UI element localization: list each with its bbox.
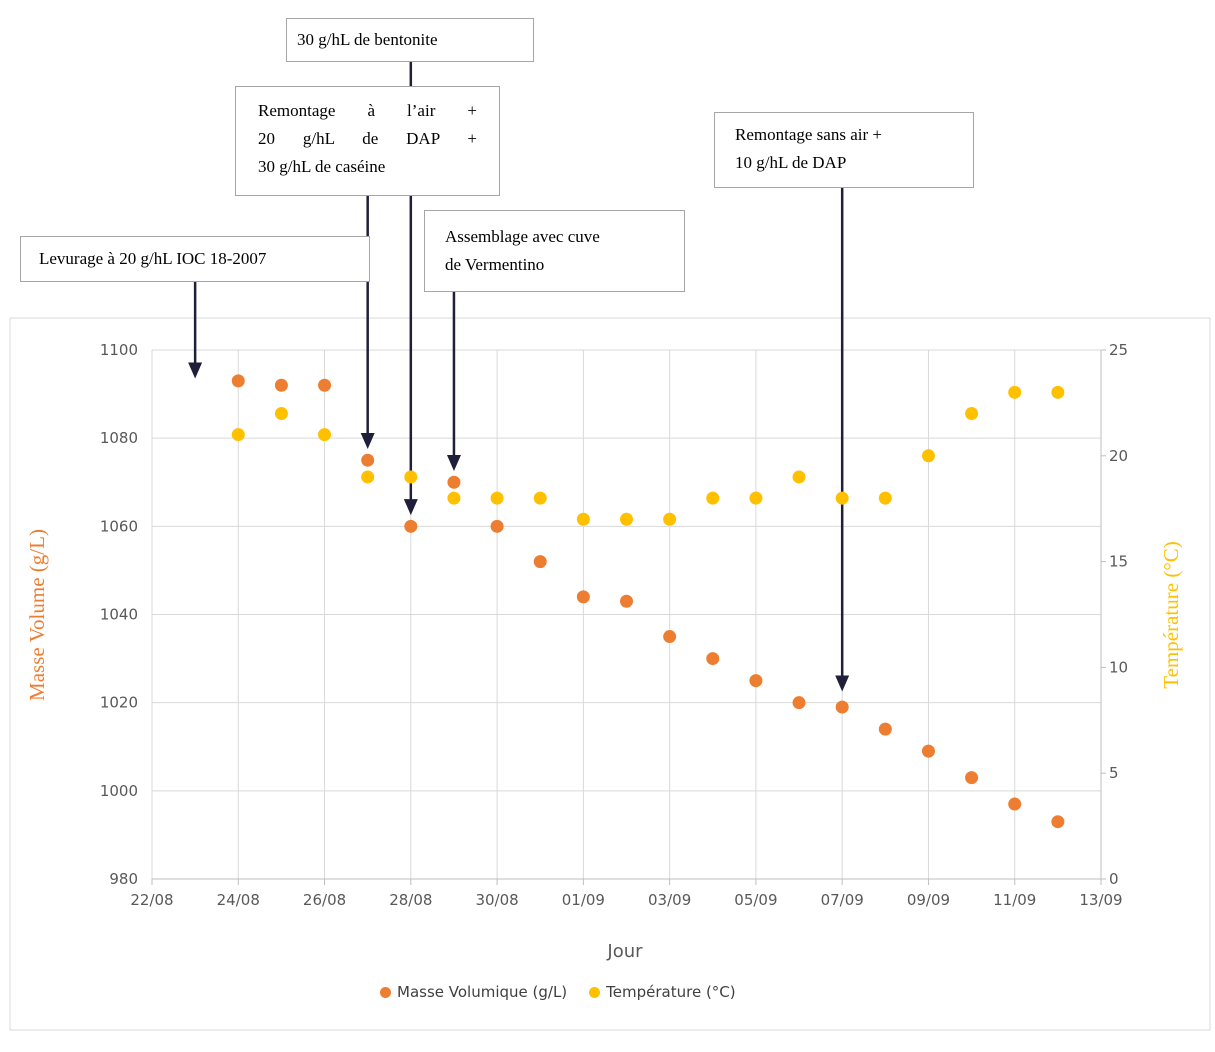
data-point-temperature xyxy=(318,428,332,442)
annotation-arrow-head xyxy=(835,675,850,692)
data-point-temperature xyxy=(663,512,677,526)
chart-area-border xyxy=(9,317,1211,1031)
y-tick-label: 1080 xyxy=(100,429,138,447)
data-point-temperature xyxy=(274,406,288,420)
y-tick-label: 1020 xyxy=(100,694,138,712)
legend-marker-density xyxy=(380,986,391,998)
annotation-line: Remontage sans air + xyxy=(735,125,882,144)
data-point-temperature xyxy=(921,449,935,463)
data-point-density xyxy=(318,378,332,392)
annotation-levurage: Levurage à 20 g/hL IOC 18-2007 xyxy=(20,236,370,282)
annotation-remontage-air: Remontage à l’air + 20 g/hL de DAP + 30 … xyxy=(235,86,500,196)
data-point-density xyxy=(835,700,849,714)
y2-tick-label: 20 xyxy=(1109,447,1128,465)
data-point-density xyxy=(878,722,892,736)
y2-tick-label: 0 xyxy=(1109,870,1119,888)
annotation-arrow-head xyxy=(188,362,203,379)
data-point-density xyxy=(576,590,590,604)
annotation-line: Levurage à 20 g/hL IOC 18-2007 xyxy=(39,249,267,268)
y2-tick-label: 5 xyxy=(1109,764,1119,782)
legend-item-temperature: Température (°C) xyxy=(589,983,736,1001)
y-tick-label: 980 xyxy=(109,870,138,888)
y-tick-label: 1040 xyxy=(100,606,138,624)
y-axis-title: Masse Volume (g/L) xyxy=(25,529,49,701)
legend-label-temperature: Température (°C) xyxy=(606,983,736,1001)
y2-axis-title: Température (°C) xyxy=(1159,541,1183,688)
annotation-assemblage: Assemblage avec cuve de Vermentino xyxy=(424,210,685,292)
annotation-arrow-head xyxy=(446,455,461,472)
annotation-bentonite: 30 g/hL de bentonite xyxy=(286,18,534,62)
annotation-line: de Vermentino xyxy=(445,255,545,274)
y2-tick-label: 25 xyxy=(1109,341,1128,359)
annotation-line: 30 g/hL de bentonite xyxy=(297,30,438,49)
data-point-temperature xyxy=(404,470,418,484)
data-points xyxy=(231,374,1065,829)
annotation-line: Remontage à l’air + xyxy=(258,101,477,120)
y-tick-label: 1000 xyxy=(100,782,138,800)
annotation-arrow-head xyxy=(360,432,375,449)
legend-item-density: Masse Volumique (g/L) xyxy=(380,983,567,1001)
data-point-density xyxy=(1051,815,1065,829)
y2-tick-label: 15 xyxy=(1109,553,1128,571)
data-point-temperature xyxy=(749,491,763,505)
data-point-density xyxy=(792,696,806,710)
annotation-line: 10 g/hL de DAP xyxy=(735,153,847,172)
x-tick-label: 24/08 xyxy=(217,891,260,909)
data-point-density xyxy=(274,378,288,392)
x-tick-label: 26/08 xyxy=(303,891,346,909)
x-tick-label: 13/09 xyxy=(1079,891,1122,909)
data-point-temperature xyxy=(965,406,979,420)
data-point-density xyxy=(663,630,677,644)
data-point-temperature xyxy=(620,512,633,526)
data-point-density xyxy=(404,519,418,533)
annotation-arrow-head xyxy=(403,499,418,516)
data-point-density xyxy=(447,475,461,489)
data-point-temperature xyxy=(706,491,720,505)
data-point-temperature xyxy=(447,491,461,505)
data-point-density xyxy=(965,771,979,785)
data-point-density xyxy=(490,519,504,533)
data-point-density xyxy=(1008,797,1022,811)
x-tick-label: 28/08 xyxy=(389,891,432,909)
legend-label-density: Masse Volumique (g/L) xyxy=(397,983,568,1001)
x-tick-label: 22/08 xyxy=(130,891,173,909)
axis-ticks: 980 1000 1020 1040 1060 1080 1100 0 5 10 15 20 25 22/… xyxy=(100,341,1128,909)
data-point-temperature xyxy=(576,512,590,526)
data-point-temperature xyxy=(1051,385,1065,399)
annotation-line: 30 g/hL de caséine xyxy=(258,157,386,176)
data-point-density xyxy=(533,555,547,569)
annotation-remontage-sans-air: Remontage sans air + 10 g/hL de DAP xyxy=(714,112,974,188)
y-tick-label: 1060 xyxy=(100,517,138,535)
data-point-density xyxy=(620,594,633,608)
y-tick-label: 1100 xyxy=(100,341,138,359)
x-tick-label: 01/09 xyxy=(562,891,605,909)
data-point-density xyxy=(361,453,375,467)
x-tick-label: 30/08 xyxy=(475,891,518,909)
chart-legend: Masse Volumique (g/L) Température (°C) xyxy=(380,980,840,1004)
x-tick-label: 07/09 xyxy=(821,891,864,909)
data-point-temperature xyxy=(792,470,806,484)
data-point-temperature xyxy=(361,470,375,484)
data-point-temperature xyxy=(1008,385,1022,399)
data-point-temperature xyxy=(490,491,504,505)
gridlines xyxy=(151,349,1102,880)
data-point-density xyxy=(921,744,935,758)
data-point-temperature xyxy=(835,491,849,505)
data-point-temperature xyxy=(533,491,547,505)
legend-marker-temperature xyxy=(589,986,601,998)
x-tick-label: 03/09 xyxy=(648,891,691,909)
data-point-density xyxy=(231,374,245,388)
x-tick-label: 05/09 xyxy=(734,891,777,909)
x-tick-label: 11/09 xyxy=(993,891,1036,909)
annotation-line: Assemblage avec cuve xyxy=(445,227,600,246)
annotation-line: 20 g/hL de DAP + xyxy=(258,129,477,148)
data-point-density xyxy=(749,674,763,688)
data-point-temperature xyxy=(878,491,892,505)
data-point-density xyxy=(706,652,720,666)
y2-tick-label: 10 xyxy=(1109,658,1128,676)
data-point-temperature xyxy=(231,428,245,442)
x-axis-title: Jour xyxy=(606,941,643,962)
x-tick-label: 09/09 xyxy=(907,891,950,909)
